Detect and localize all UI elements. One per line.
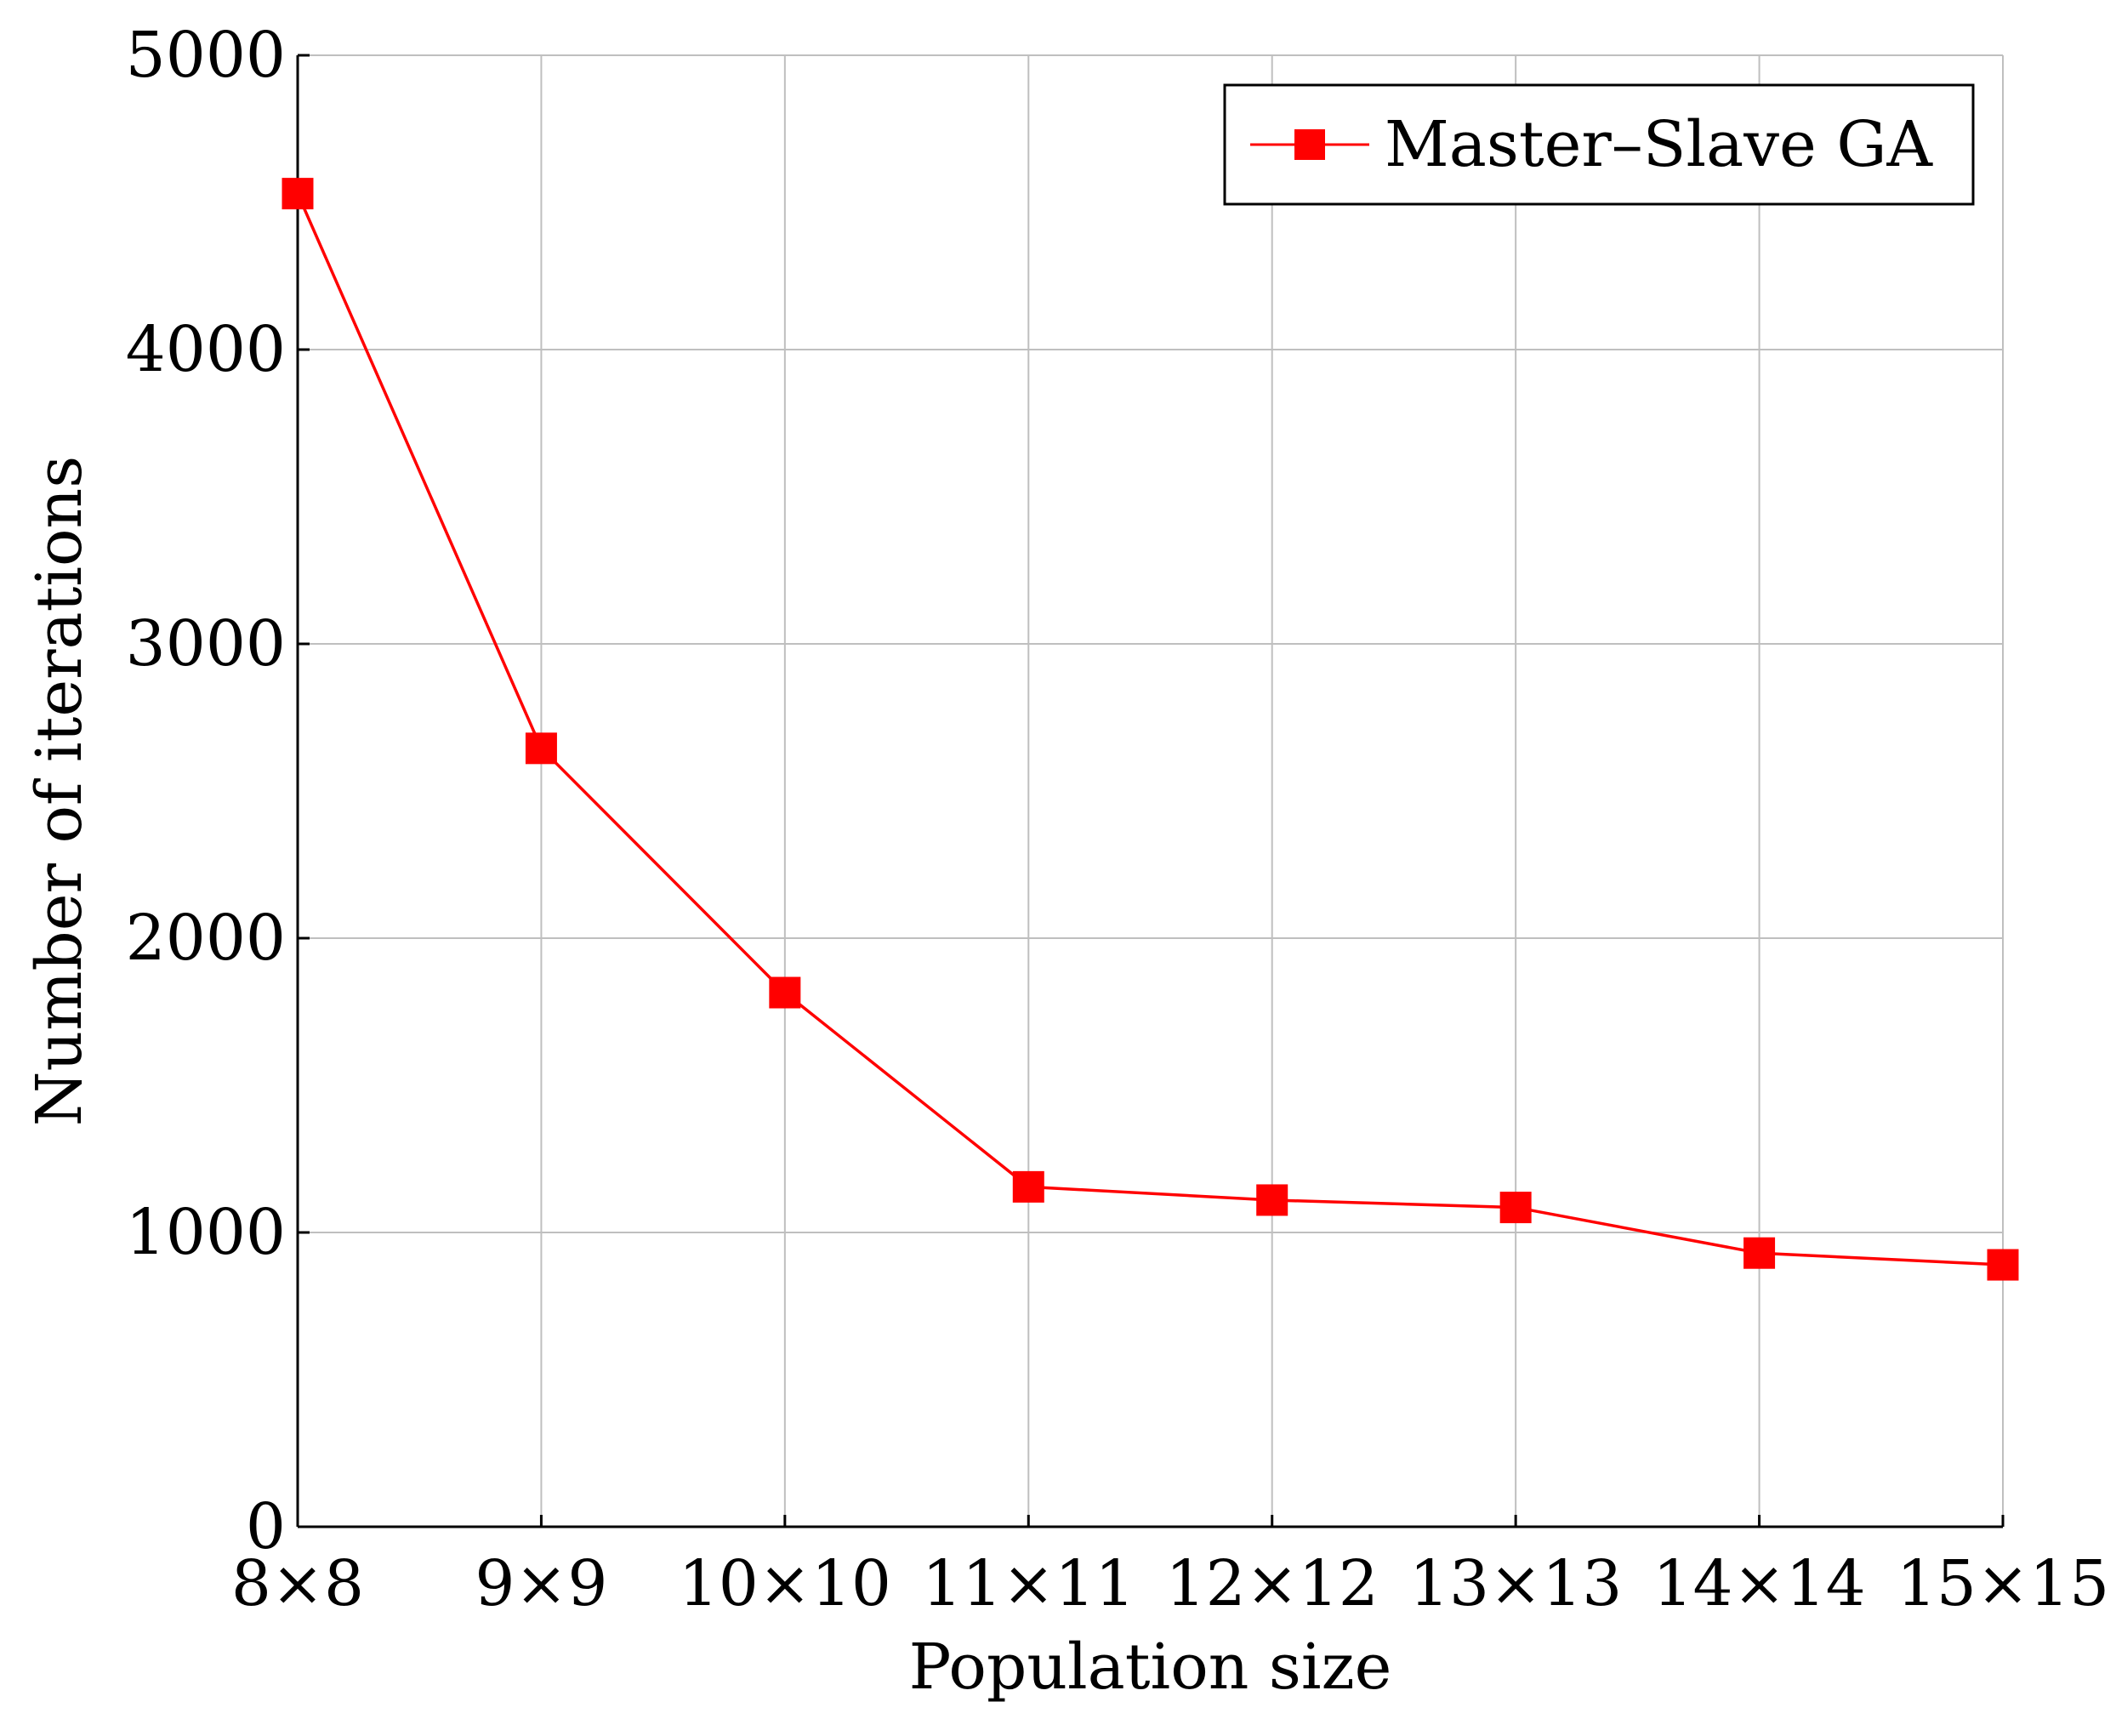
x-tick-label: 10×10 [679, 1547, 891, 1620]
grid [297, 54, 2004, 1528]
x-tick-label: 15×15 [1897, 1547, 2109, 1620]
data-point-marker [525, 732, 557, 765]
data-point-marker [282, 178, 314, 210]
data-point-marker [1256, 1184, 1288, 1216]
legend-label: Master–Slave GA [1385, 108, 1933, 181]
y-tick-label: 0 [246, 1490, 286, 1563]
y-tick-label: 5000 [126, 19, 286, 92]
y-tick-label: 2000 [126, 902, 286, 975]
y-tick-label: 3000 [126, 607, 286, 680]
x-tick-label: 8×8 [231, 1547, 364, 1620]
data-point-marker [1743, 1237, 1776, 1269]
series-line [296, 192, 2004, 1266]
legend-square-marker [1294, 129, 1325, 160]
x-tick-label: 14×14 [1652, 1547, 1865, 1620]
y-tick-label: 1000 [126, 1196, 286, 1269]
data-point-marker [1012, 1170, 1044, 1203]
series-layer [282, 178, 2019, 1281]
y-tick-label: 4000 [126, 313, 286, 386]
data-point-marker [1499, 1192, 1532, 1224]
data-point-marker [769, 976, 801, 1009]
data-point-marker [1987, 1249, 2019, 1281]
axes [296, 54, 2005, 1528]
tick-labels: 0 1000 2000 3000 4000 5000 8×8 9×9 10×10 11×11 12×… [126, 19, 2109, 1620]
x-axis-title: Population size [909, 1631, 1392, 1704]
legend: Master–Slave GA [1223, 83, 1975, 206]
x-tick-label: 11×11 [922, 1547, 1135, 1620]
x-tick-label: 9×9 [475, 1547, 607, 1620]
x-tick-label: 13×13 [1409, 1547, 1622, 1620]
y-axis-title: Number of iterations [23, 456, 96, 1126]
x-tick-label: 12×12 [1166, 1547, 1379, 1620]
